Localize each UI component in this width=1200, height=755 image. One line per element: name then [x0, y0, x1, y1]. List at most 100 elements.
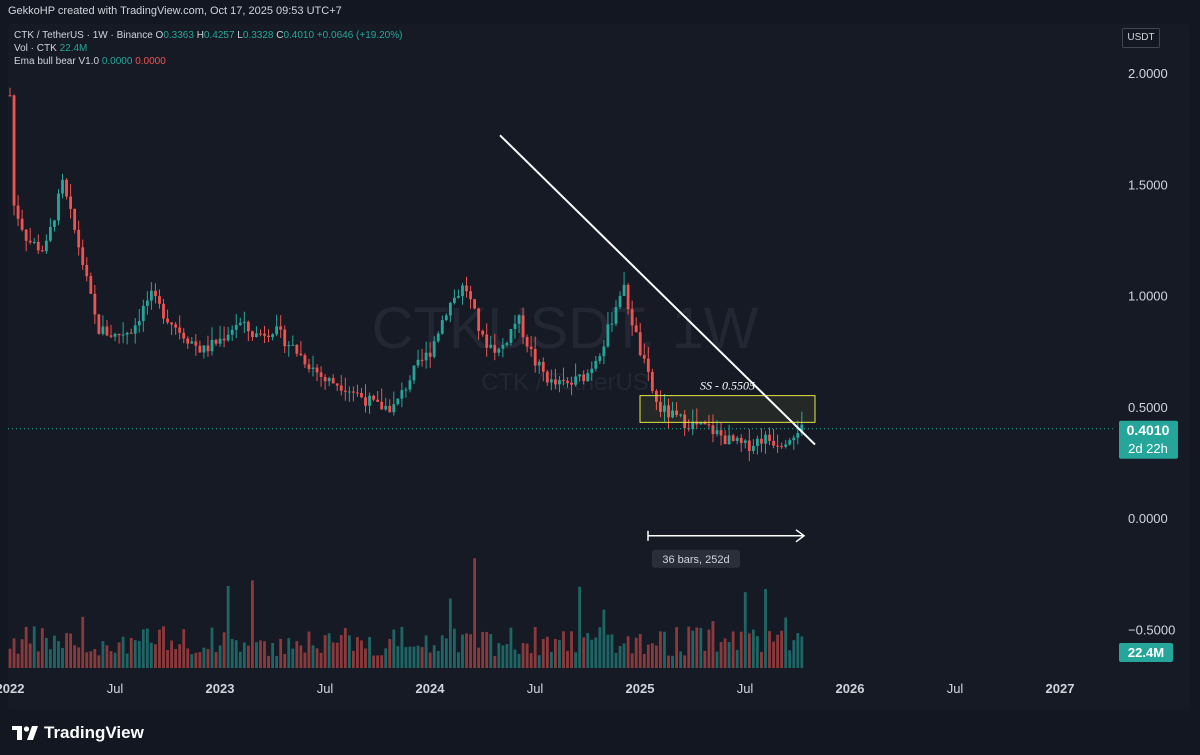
candle-body [554, 379, 557, 385]
candle-body [24, 229, 28, 241]
candle-body [53, 220, 56, 227]
legend-ema[interactable]: Ema bull bear V1.0 0.0000 0.0000 [14, 56, 166, 67]
candle-body [582, 374, 586, 382]
volume-bar [715, 651, 719, 668]
candle-body [743, 440, 747, 443]
candle-body [776, 445, 779, 447]
candle-body [683, 414, 687, 429]
volume-bar [210, 627, 214, 668]
candle-body [210, 339, 214, 352]
currency-button[interactable]: USDT [1122, 28, 1160, 48]
volume-bar [634, 637, 638, 668]
volume-bar [230, 638, 234, 668]
y-tick-label: 1.0000 [1128, 289, 1168, 304]
volume-bar [275, 655, 279, 668]
candle-body [368, 395, 371, 406]
volume-bar [89, 651, 93, 668]
volume-bar [505, 644, 509, 668]
candle-body [222, 338, 226, 341]
candle-body [218, 338, 222, 344]
candle-body [428, 352, 432, 357]
zone-label: SS - 0.5505 [700, 379, 755, 393]
candle-body [513, 323, 517, 330]
volume-bar [238, 651, 242, 668]
volume-bar [485, 631, 489, 668]
tradingview-logo-icon [12, 726, 38, 740]
volume-bar [388, 639, 392, 668]
volume-bar [453, 628, 456, 668]
volume-bar [20, 639, 24, 668]
candle-body [541, 361, 545, 372]
volume-bar [792, 640, 796, 668]
candle-body [562, 379, 565, 381]
candle-body [388, 405, 392, 413]
volume-bar [28, 643, 32, 668]
volume-bar [85, 652, 89, 668]
candle-body [20, 218, 24, 230]
candle-body [186, 338, 190, 344]
candle-body [44, 240, 48, 252]
candle-body [93, 293, 97, 315]
y-tick-label: 0.0000 [1128, 511, 1168, 526]
candle-body [485, 334, 489, 348]
candle-body [780, 446, 784, 448]
volume-bar [352, 650, 355, 668]
volume-bar [594, 637, 598, 668]
candle-body [400, 390, 404, 399]
x-tick-label: Jul [737, 681, 754, 696]
volume-bar [683, 655, 687, 668]
candle-body [109, 335, 113, 337]
candle-body [602, 346, 606, 357]
volume-bar [444, 638, 448, 668]
x-tick-label: 2022 [0, 681, 24, 696]
candle-body [558, 379, 561, 385]
volume-bar [323, 635, 327, 668]
candle-body [384, 405, 388, 410]
volume-bar [170, 640, 173, 668]
legend-volume[interactable]: Vol · CTK 22.4M [14, 43, 87, 54]
chart-panel[interactable] [8, 24, 1190, 710]
volume-bar [610, 634, 614, 668]
volume-bar [602, 609, 606, 668]
y-tick-label: 1.5000 [1128, 177, 1168, 192]
volume-bar [283, 654, 287, 668]
candle-body [751, 445, 755, 452]
volume-bar [73, 645, 77, 668]
volume-bar [49, 649, 52, 668]
volume-bar [61, 648, 64, 668]
volume-bar [331, 642, 335, 668]
candle-body [566, 380, 569, 383]
candle-body [634, 325, 638, 333]
volume-bar [194, 652, 198, 668]
candle-body [432, 341, 436, 357]
x-tick-label: Jul [107, 681, 124, 696]
volume-bar [396, 646, 400, 668]
candle-body [630, 309, 634, 326]
volume-bar [69, 633, 72, 668]
candle-body [436, 333, 440, 342]
candle-body [735, 437, 739, 441]
tradingview-logo[interactable]: TradingView [12, 723, 144, 743]
volume-bar [141, 629, 145, 668]
candle-body [259, 333, 262, 335]
measure-label: 36 bars, 252d [662, 554, 729, 566]
x-tick-label: 2027 [1046, 681, 1075, 696]
last-price-countdown: 2d 22h [1128, 441, 1168, 456]
volume-bar [638, 633, 642, 668]
candle-body [396, 398, 400, 405]
volume-bar [93, 649, 97, 668]
volume-bar [788, 650, 792, 668]
volume-bar [537, 655, 541, 668]
candle-body [614, 307, 618, 324]
volume-bar [747, 633, 751, 668]
volume-bar [739, 631, 743, 668]
volume-bar [162, 626, 165, 668]
volume-bar [57, 641, 60, 668]
candle-body [283, 329, 287, 347]
candle-body [509, 329, 513, 343]
volume-bar [315, 648, 319, 668]
volume-bar [541, 638, 545, 668]
legend-open: 0.3363 [163, 30, 194, 41]
volume-bar [772, 641, 775, 668]
